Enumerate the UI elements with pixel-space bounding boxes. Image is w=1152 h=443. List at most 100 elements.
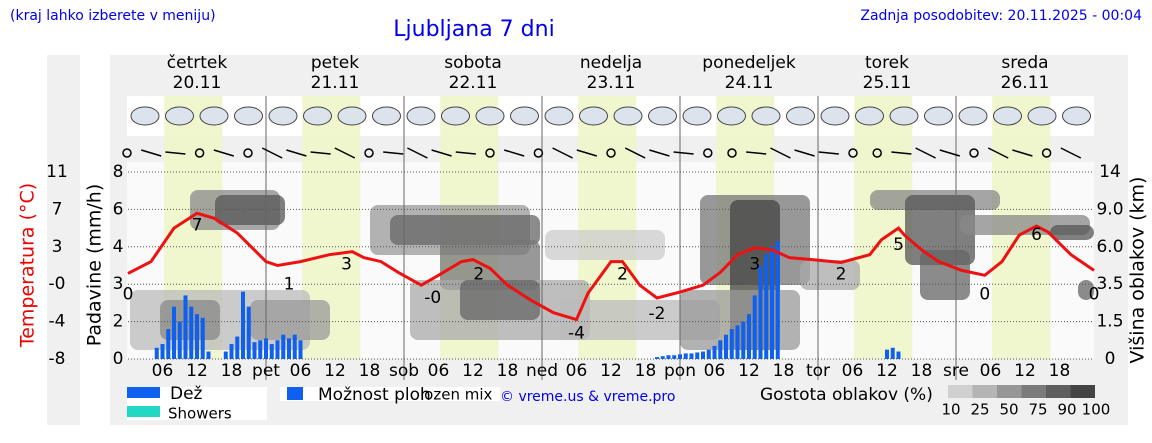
wind-barb [334, 147, 356, 159]
weather-icon [406, 106, 436, 126]
precip-tick-label: 6 [113, 199, 124, 219]
precip-tick-label: 8 [113, 162, 124, 182]
day-name: sreda [1001, 53, 1048, 73]
wind-barb [576, 149, 598, 157]
wind-barb [213, 149, 235, 157]
weather-icon [544, 106, 574, 126]
daylight-band [854, 96, 913, 359]
precip-bar [258, 340, 263, 359]
precip-bar [298, 340, 303, 359]
credit: © vreme.us & vreme.pro [500, 389, 675, 405]
day-name: torek [865, 53, 909, 73]
wind-calm [703, 148, 713, 158]
temperature-line [127, 211, 1095, 322]
wind-calm [872, 148, 882, 158]
wind-barb [891, 151, 912, 155]
precip-bar [718, 340, 723, 359]
weather-icon [1062, 106, 1091, 126]
temp-label: -0 [424, 288, 441, 308]
precip-bar [683, 353, 688, 359]
x-tick-label: 06 [980, 361, 1002, 381]
precip-bar [896, 351, 901, 359]
cloud-area [1050, 225, 1094, 240]
precip-bar [292, 334, 297, 359]
legend-swatch [287, 387, 303, 400]
cloud-tick-label: 0 [1105, 349, 1116, 369]
weather-icon [475, 106, 505, 126]
temp-tick-label: 7 [52, 199, 63, 219]
precip-bar [890, 347, 895, 359]
weather-icon [303, 106, 332, 126]
precip-bar [287, 338, 291, 359]
temp-tick-label: -0 [49, 274, 66, 294]
cloud-scale-label: 25 [970, 401, 989, 419]
weather-icon [717, 106, 746, 126]
legend-label: Showers [168, 405, 232, 423]
wind-barb [1060, 147, 1082, 159]
cloud-scale-swatch [997, 385, 1022, 398]
temp-tick-label: 11 [46, 162, 68, 182]
x-tick-label: sob [389, 361, 419, 381]
weather-icon [613, 106, 643, 126]
temp-tick-label: -8 [49, 349, 66, 369]
wind-barb [746, 151, 767, 155]
precip-bar [672, 355, 677, 359]
wind-barb [915, 147, 936, 159]
wind-calm [606, 148, 616, 158]
wind-calm [194, 148, 205, 158]
precip-bar [252, 342, 257, 359]
weather-icon [682, 106, 712, 126]
cloud-tick-label: 3.5 [1096, 274, 1123, 294]
weather-icon [648, 106, 677, 126]
cloud-scale-swatch [1070, 385, 1095, 398]
cloud-area [545, 230, 665, 260]
x-tick-label: pet [252, 361, 280, 381]
day-date: 23.11 [587, 73, 636, 93]
weather-icon [855, 106, 884, 126]
wind-barb [1012, 149, 1033, 157]
x-tick-label: 12 [876, 361, 898, 381]
menu-note: (kraj lahko izberete v meniju) [10, 8, 216, 24]
precip-bar [177, 321, 182, 359]
legend-box [280, 387, 500, 401]
wind-barb [383, 151, 404, 155]
x-tick-label: 18 [911, 361, 933, 381]
cloud-area [440, 240, 540, 290]
precip-bar [269, 344, 274, 359]
cloud-scale-label: 10 [941, 401, 960, 419]
x-tick-label: 06 [290, 361, 312, 381]
precip-bar [235, 336, 240, 359]
x-tick-label: ned [526, 361, 558, 381]
temp-label: 0 [1089, 284, 1100, 304]
precip-bar [246, 306, 251, 359]
precip-bar [183, 295, 188, 359]
cloud-area [1078, 280, 1094, 300]
precip-bar [223, 351, 228, 359]
wind-calm [485, 148, 495, 158]
x-tick-label: tor [806, 361, 830, 381]
wind-calm [848, 148, 858, 158]
precip-bar [281, 334, 286, 359]
update-time: Zadnja posodobitev: 20.11.2025 - 00:04 [860, 8, 1142, 24]
temp-label: 3 [749, 255, 760, 275]
cloud-scale-swatch [1021, 385, 1046, 398]
day-date: 24.11 [725, 73, 774, 93]
wind-calm [243, 148, 253, 158]
x-tick-label: 12 [738, 361, 760, 381]
cloud-axis-title: Višina oblakov (km) [1127, 177, 1149, 364]
precip-bar [701, 351, 705, 359]
precip-bar [166, 329, 171, 359]
day-date: 20.11 [173, 73, 222, 93]
day-date: 22.11 [449, 73, 498, 93]
wind-barb [818, 151, 839, 155]
precip-bar [712, 345, 717, 359]
temp-label: -2 [649, 304, 666, 324]
precip-bar [775, 241, 780, 359]
precip-bar [764, 254, 769, 359]
precip-bar [747, 314, 751, 359]
wind-barb [455, 151, 476, 155]
wind-calm [727, 148, 737, 158]
precip-tick-label: 3 [113, 274, 124, 294]
weather-icon [579, 106, 608, 126]
precip-bar [195, 314, 199, 359]
